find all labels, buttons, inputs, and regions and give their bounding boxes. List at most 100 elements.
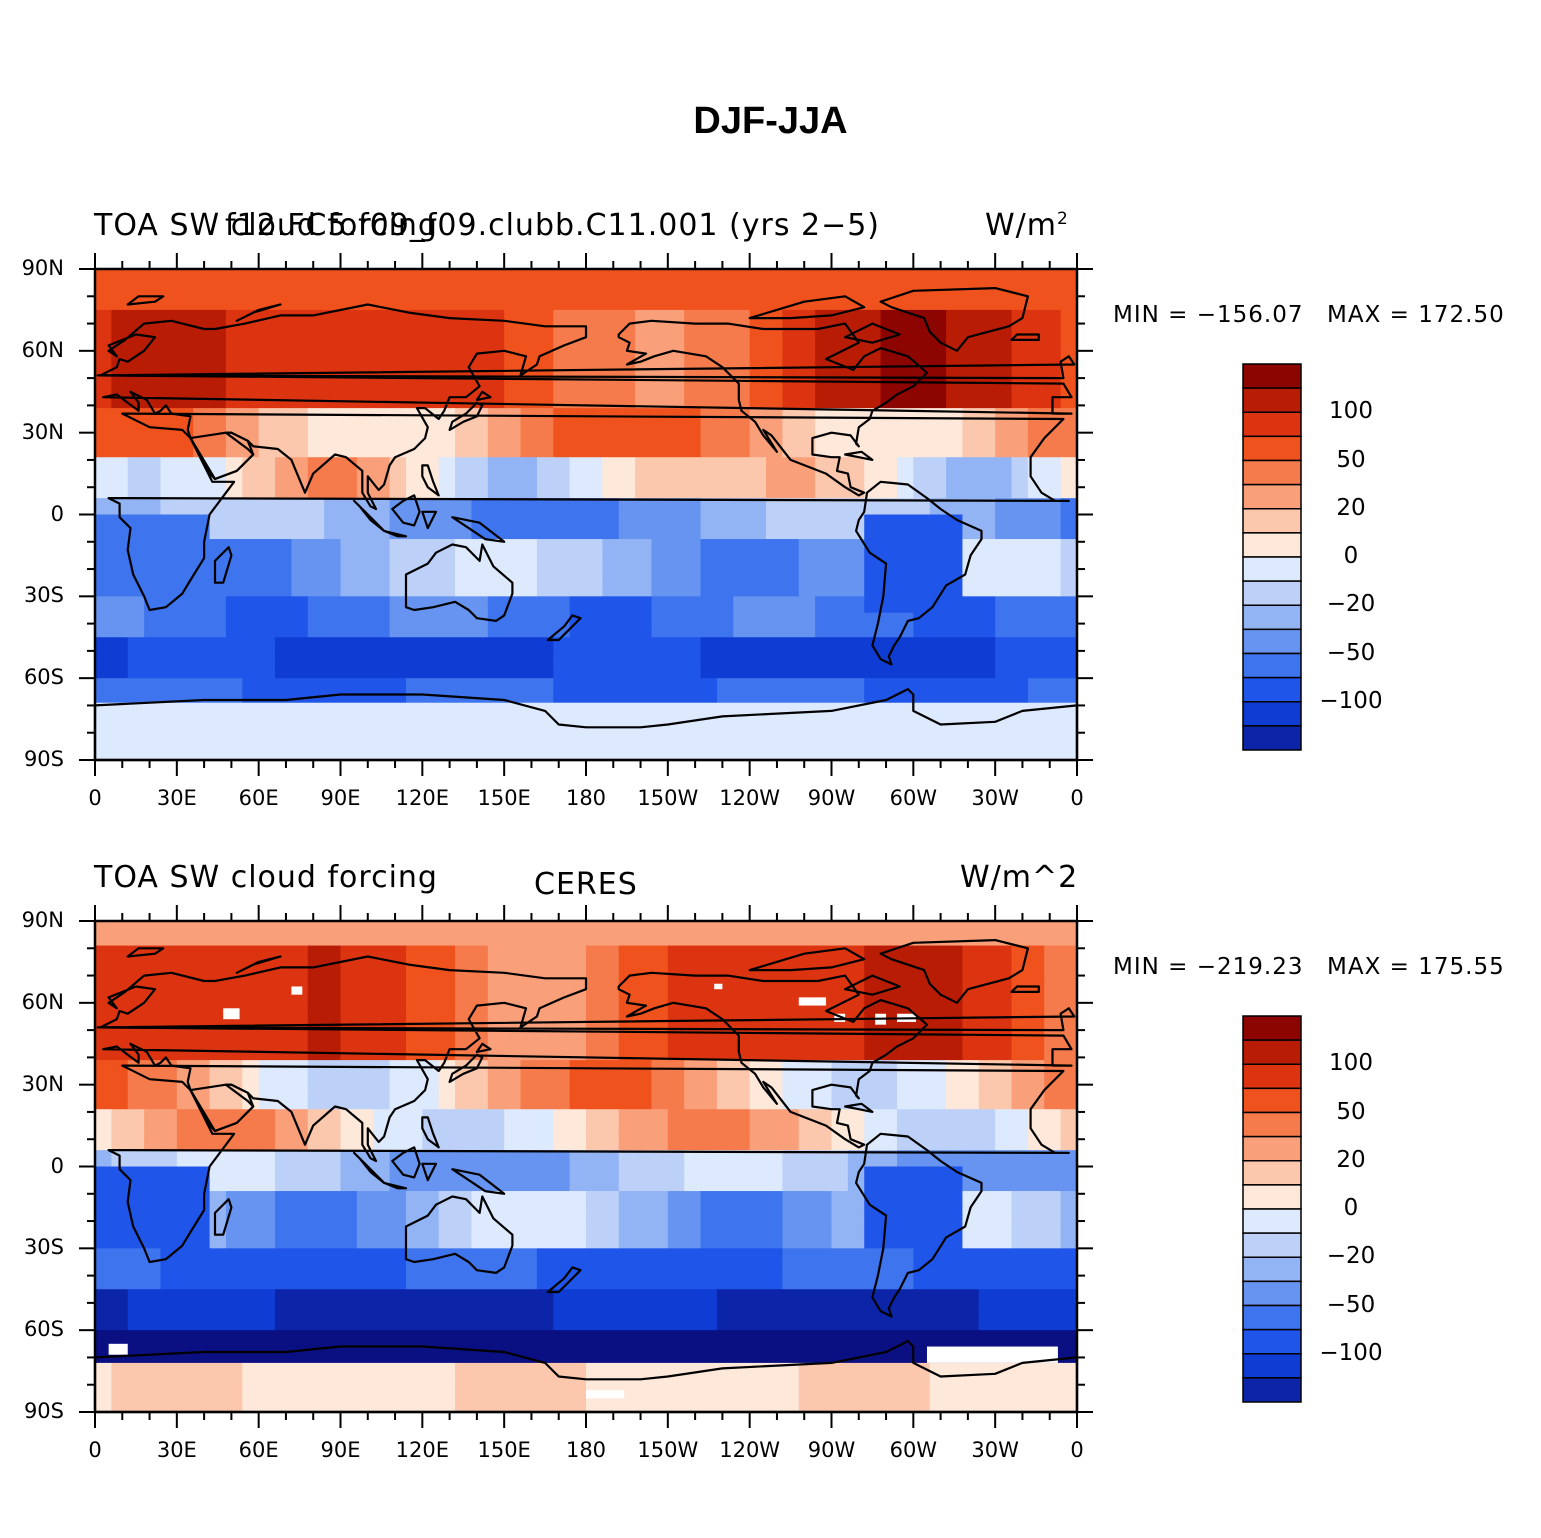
- field-cell: [1044, 1019, 1078, 1028]
- field-cell: [258, 416, 309, 426]
- field-cell: [684, 334, 751, 344]
- field-cell: [504, 1109, 554, 1118]
- field-cell: [225, 620, 309, 630]
- field-cell: [815, 424, 964, 434]
- field-cell: [586, 1191, 620, 1200]
- field-cell: [995, 530, 1062, 540]
- field-cell: [275, 1240, 358, 1249]
- field-cell: [373, 1133, 423, 1143]
- field-cell: [487, 432, 522, 442]
- field-cell: [749, 1084, 783, 1094]
- field-cell: [95, 440, 194, 450]
- field-cell: [782, 391, 816, 401]
- field-cell: [749, 1060, 783, 1069]
- field-cell: [798, 539, 865, 548]
- field-cell: [864, 1141, 898, 1151]
- field-cell: [946, 309, 1013, 319]
- field-cell: [553, 440, 702, 450]
- field-cell: [291, 555, 342, 565]
- field-cell: [455, 465, 489, 475]
- field-cell: [1011, 399, 1062, 409]
- x-tick-label: 60E: [238, 786, 279, 810]
- field-cell: [307, 1060, 391, 1069]
- field-cell: [111, 359, 227, 368]
- field-cell: [258, 1092, 309, 1102]
- field-cell: [782, 1076, 833, 1086]
- field-cell: [667, 1002, 865, 1012]
- field-cell: [880, 391, 947, 401]
- field-cell: [127, 1068, 178, 1078]
- field-cell: [553, 1313, 718, 1323]
- field-cell: [405, 986, 456, 996]
- field-cell: [111, 391, 227, 401]
- field-cell: [553, 669, 702, 679]
- field-cell: [95, 1338, 1078, 1348]
- field-cell: [225, 465, 243, 475]
- field-cell: [95, 1346, 1078, 1356]
- field-cell: [978, 1076, 1013, 1086]
- field-cell: [225, 326, 505, 336]
- field-cell: [553, 432, 702, 442]
- colorbar-box: [1242, 1328, 1302, 1355]
- field-cell: [520, 1092, 571, 1102]
- field-cell: [324, 522, 391, 532]
- field-cell: [1060, 539, 1078, 548]
- field-cell: [684, 399, 751, 409]
- field-cell: [635, 318, 685, 327]
- field-cell: [307, 1019, 342, 1028]
- field-cell: [176, 1133, 276, 1143]
- field-cell: [405, 978, 456, 988]
- colorbar-label: −50: [1326, 639, 1376, 666]
- field-cell: [405, 1215, 440, 1225]
- field-cell: [95, 1297, 129, 1307]
- field-cell: [553, 318, 636, 327]
- field-cell: [700, 432, 751, 442]
- colorbar-box: [1242, 1039, 1302, 1065]
- field-cell: [225, 596, 309, 606]
- field-cell: [864, 1109, 898, 1118]
- field-cell: [307, 408, 456, 417]
- field-cell: [1044, 1002, 1078, 1012]
- field-cell: [487, 994, 587, 1004]
- coastline: [421, 1162, 438, 1182]
- field-cell: [716, 1321, 980, 1331]
- field-cell: [340, 539, 391, 548]
- field-cell: [995, 653, 1078, 663]
- field-cell: [864, 1125, 898, 1135]
- field-cell: [602, 579, 653, 589]
- field-cell: [962, 1035, 1013, 1045]
- field-cell: [716, 1313, 980, 1323]
- field-cell: [455, 416, 489, 426]
- field-cell: [455, 432, 489, 442]
- field-cell: [1011, 473, 1029, 483]
- field-cell: [1060, 1240, 1078, 1249]
- field-cell: [913, 489, 947, 499]
- field-cell: [618, 1035, 669, 1045]
- field-cell: [95, 285, 1078, 295]
- field-cell: [1044, 1027, 1078, 1037]
- field-cell: [95, 506, 162, 516]
- field-cell: [716, 694, 865, 704]
- field-cell: [258, 408, 309, 417]
- field-cell: [553, 653, 702, 663]
- field-cell: [405, 1011, 456, 1020]
- field-cell: [946, 1084, 980, 1094]
- field-cell: [896, 1150, 1078, 1159]
- field-cell: [618, 514, 702, 524]
- field-cell: [978, 1068, 1013, 1078]
- field-cell: [275, 1174, 342, 1184]
- field-cell: [1011, 1215, 1062, 1225]
- field-cell: [95, 1362, 112, 1372]
- field-cell: [749, 1109, 800, 1118]
- colorbar-box: [1242, 1135, 1302, 1162]
- colorbar-box: [1242, 1280, 1302, 1307]
- field-cell: [95, 489, 129, 499]
- field-cell: [95, 994, 309, 1004]
- field-cell: [553, 678, 718, 687]
- field-cell: [684, 1092, 718, 1102]
- field-cell: [176, 1068, 211, 1078]
- field-cell: [782, 334, 816, 344]
- field-cell: [569, 457, 603, 466]
- field-cell: [602, 563, 653, 573]
- field-cell: [307, 994, 342, 1004]
